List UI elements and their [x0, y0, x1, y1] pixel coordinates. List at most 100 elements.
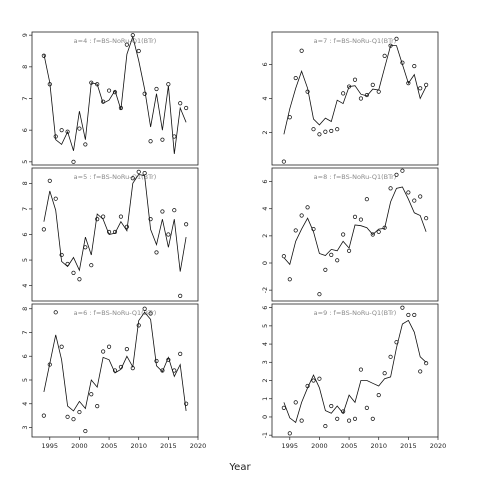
y-tick-label: -1 [261, 432, 269, 438]
fitted-line [283, 45, 427, 135]
panel-3: a=5 : f=BS-NoRu-Q1(BTr) 4 5 6 7 8 [21, 167, 199, 302]
observed-point [418, 86, 423, 91]
observed-point [130, 33, 135, 38]
observed-point [406, 81, 411, 86]
observed-point [101, 214, 106, 219]
x-tick-label: 2000 [311, 442, 328, 450]
observed-point [59, 128, 64, 133]
observed-point [65, 261, 70, 266]
observed-point [118, 214, 124, 219]
observed-point [41, 53, 46, 58]
observed-point [166, 232, 171, 237]
observed-point [106, 88, 112, 93]
observed-point [364, 405, 369, 410]
observed-point [136, 169, 141, 174]
observed-point [154, 250, 159, 255]
observed-point [160, 368, 165, 373]
observed-point [77, 409, 82, 415]
observed-point [311, 226, 316, 232]
observed-point [83, 428, 88, 434]
observed-point [346, 418, 352, 423]
observed-point [178, 351, 183, 356]
observed-point [59, 344, 64, 349]
observed-point [59, 252, 64, 258]
observed-point [352, 214, 358, 219]
fitted-line [283, 319, 427, 424]
observed-point [71, 159, 76, 164]
observed-point [178, 293, 183, 298]
x-tick-label: 2005 [101, 442, 118, 450]
observed-point [154, 358, 159, 364]
panel-1: a=4 : f=BS-NoRu-Q1(BTr) 5 6 7 8 9 [21, 31, 199, 166]
observed-point [112, 368, 118, 373]
y-tick-label: 6 [261, 62, 269, 66]
observed-point [329, 252, 334, 257]
observed-point [388, 186, 393, 191]
observed-point [346, 84, 352, 89]
observed-point [172, 368, 177, 373]
observed-point [364, 93, 369, 98]
y-tick-label: 6 [261, 180, 269, 184]
observed-point [412, 64, 417, 69]
y-tick-label: 5 [261, 324, 269, 328]
observed-point [166, 82, 171, 87]
observed-point [376, 229, 381, 234]
panel-frame [271, 167, 439, 302]
fitted-line [43, 173, 187, 272]
observed-point [406, 190, 411, 195]
observed-point [95, 82, 100, 87]
observed-point [329, 403, 334, 409]
observed-point [287, 277, 292, 282]
observed-point [77, 277, 82, 282]
observed-point [400, 60, 405, 65]
observed-point [335, 416, 340, 421]
observed-point [424, 216, 429, 221]
observed-point [287, 115, 292, 120]
panel-frame [31, 167, 199, 302]
observed-point [370, 416, 375, 421]
panel-2: a=7 : f=BS-NoRu-Q1(BTr) 2 4 6 [261, 31, 439, 166]
observed-point [89, 80, 94, 85]
observed-point [299, 213, 304, 218]
observed-point [293, 228, 298, 233]
observed-point [83, 142, 88, 147]
observed-point [142, 306, 147, 311]
observed-point [376, 89, 381, 94]
y-tick-label: 6 [21, 128, 29, 132]
observed-point [53, 196, 58, 201]
observed-point [412, 198, 417, 203]
panel-title: a=4 : f=BS-NoRu-Q1(BTr) [74, 37, 157, 45]
x-tick-label: 2010 [370, 442, 387, 450]
observed-point [341, 409, 346, 414]
panels-layer: a=4 : f=BS-NoRu-Q1(BTr) 5 6 7 8 9 a=7 : f=BS-N… [21, 31, 446, 450]
observed-point [184, 105, 189, 111]
y-tick-label: 2 [261, 131, 269, 135]
observed-point [136, 323, 141, 328]
observed-point [394, 340, 399, 345]
observed-point [418, 194, 423, 199]
observed-point [118, 105, 124, 111]
observed-point [130, 176, 135, 181]
x-tick-label: 2005 [341, 442, 358, 450]
fitted-line [283, 186, 427, 266]
y-tick-label: 6 [21, 354, 29, 358]
observed-point [112, 229, 118, 235]
observed-point [382, 371, 387, 376]
observed-point [311, 127, 316, 132]
observed-point [293, 400, 298, 405]
observed-point [317, 376, 322, 381]
panel-frame [271, 303, 439, 438]
observed-point [41, 227, 46, 232]
observed-point [172, 134, 177, 139]
panel-title: a=5 : f=BS-NoRu-Q1(BTr) [74, 173, 157, 181]
observed-point [370, 82, 375, 87]
observed-point [382, 53, 387, 58]
observed-point [101, 349, 106, 354]
x-axis-label: Year [228, 462, 251, 473]
observed-point [305, 205, 310, 210]
observed-point [89, 263, 94, 268]
observed-point [323, 423, 328, 429]
observed-point [148, 139, 153, 144]
y-tick-label: 4 [261, 96, 269, 100]
